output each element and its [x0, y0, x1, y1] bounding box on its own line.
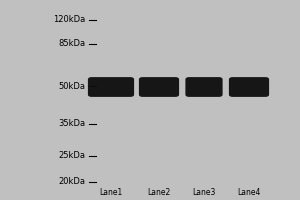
- Text: 85kDa: 85kDa: [58, 40, 85, 48]
- Text: 35kDa: 35kDa: [58, 119, 85, 129]
- Text: Lane3: Lane3: [192, 188, 216, 197]
- FancyBboxPatch shape: [229, 77, 269, 97]
- Text: 120kDa: 120kDa: [53, 16, 86, 24]
- Text: 20kDa: 20kDa: [58, 178, 85, 186]
- FancyBboxPatch shape: [88, 77, 134, 97]
- Text: 25kDa: 25kDa: [58, 152, 85, 160]
- Text: Lane4: Lane4: [237, 188, 261, 197]
- Text: Lane1: Lane1: [99, 188, 123, 197]
- Text: Lane2: Lane2: [147, 188, 171, 197]
- FancyBboxPatch shape: [185, 77, 223, 97]
- FancyBboxPatch shape: [139, 77, 179, 97]
- Text: 50kDa: 50kDa: [58, 82, 85, 90]
